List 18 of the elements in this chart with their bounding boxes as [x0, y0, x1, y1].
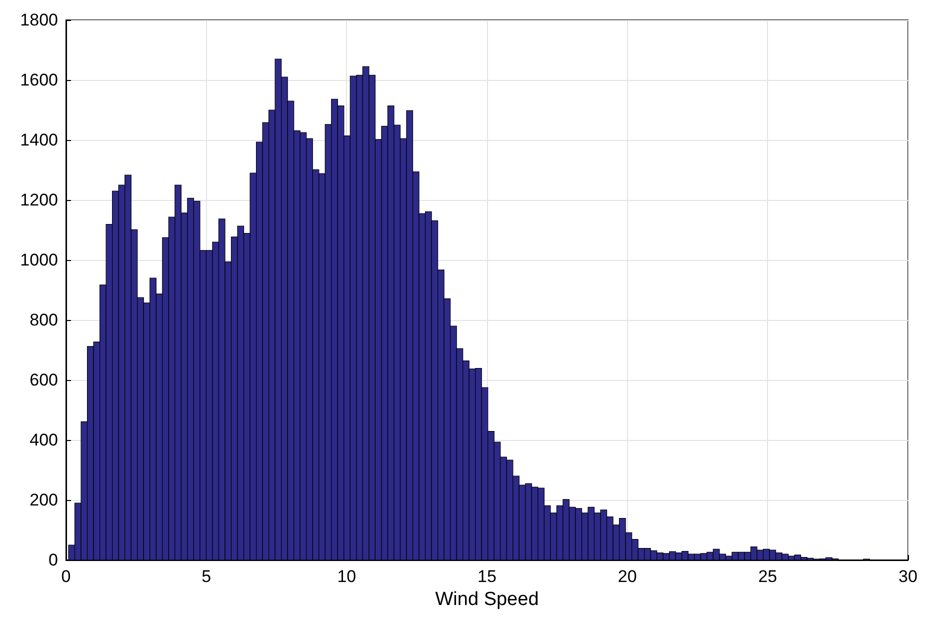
y-tick-label: 600: [30, 370, 58, 390]
x-axis-title: Wind Speed: [435, 589, 539, 610]
x-tick-label: 20: [618, 567, 637, 586]
y-tick-label: 200: [30, 490, 58, 510]
x-tick-label: 25: [758, 567, 778, 586]
x-tick-label: 0: [61, 567, 71, 586]
y-tick-label: 1400: [20, 130, 58, 150]
x-tick-label: 15: [478, 567, 496, 586]
y-tick-label: 0: [48, 550, 58, 570]
y-tick-label: 800: [30, 310, 58, 330]
x-tick-label: 10: [337, 567, 356, 586]
y-tick-label: 1000: [20, 250, 58, 270]
x-tick-label: 5: [202, 567, 212, 586]
y-tick-label: 1800: [20, 10, 58, 30]
y-tick-label: 400: [30, 430, 58, 450]
x-tick-label: 30: [898, 567, 918, 586]
y-tick-label: 1600: [20, 70, 58, 90]
y-tick-label: 1200: [20, 190, 58, 210]
